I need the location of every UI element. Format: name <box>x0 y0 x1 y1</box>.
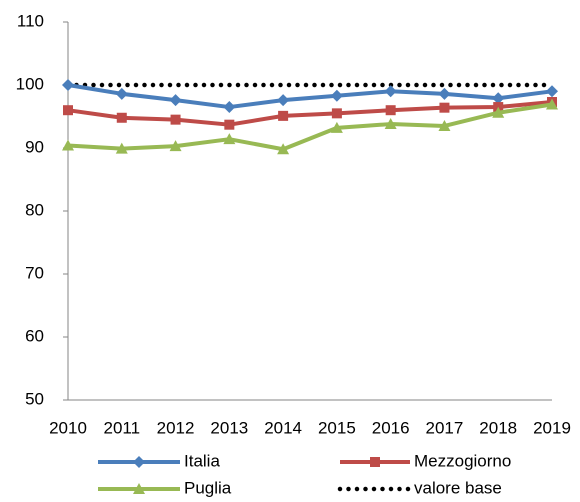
marker <box>384 118 397 130</box>
y-tick-label: 50 <box>25 389 44 408</box>
marker <box>63 105 73 116</box>
marker <box>439 102 450 113</box>
marker <box>385 105 396 116</box>
marker <box>169 140 182 152</box>
x-tick-label: 2012 <box>157 418 195 437</box>
line <box>67 83 553 110</box>
marker <box>223 101 236 114</box>
marker <box>224 119 235 130</box>
legend-label: Puglia <box>184 478 232 497</box>
marker <box>492 92 505 105</box>
marker <box>331 108 342 119</box>
marker <box>546 85 558 98</box>
legend-marker <box>133 483 145 494</box>
y-tick-label: 80 <box>25 200 44 219</box>
marker <box>223 133 236 145</box>
marker <box>277 143 290 155</box>
legend-label: Mezzogiorno <box>414 451 511 470</box>
marker <box>330 121 343 133</box>
line <box>67 100 553 127</box>
marker <box>438 119 451 131</box>
marker <box>169 94 182 107</box>
y-tick-label: 70 <box>25 263 44 282</box>
x-tick-label: 2015 <box>318 418 356 437</box>
marker <box>278 110 289 121</box>
y-tick-label: 90 <box>25 137 44 156</box>
marker <box>438 87 451 100</box>
x-tick-label: 2010 <box>49 418 87 437</box>
marker <box>492 106 505 118</box>
x-tick-label: 2013 <box>210 418 248 437</box>
y-tick-label: 100 <box>16 74 44 93</box>
marker <box>115 87 128 100</box>
legend-label: Italia <box>184 451 220 470</box>
marker <box>115 142 128 154</box>
marker <box>546 98 558 110</box>
marker <box>330 89 343 102</box>
x-tick-label: 2014 <box>264 418 302 437</box>
x-tick-label: 2018 <box>479 418 517 437</box>
legend-marker <box>370 457 380 467</box>
x-tick-label: 2019 <box>533 418 571 437</box>
x-tick-label: 2017 <box>426 418 464 437</box>
marker <box>62 139 74 151</box>
legend-label: valore base <box>414 478 502 497</box>
line <box>67 102 553 152</box>
x-tick-label: 2016 <box>372 418 410 437</box>
legend-marker <box>133 456 145 468</box>
marker <box>384 85 397 98</box>
marker <box>62 79 74 91</box>
marker <box>277 94 290 107</box>
x-tick-label: 2011 <box>103 418 140 437</box>
y-tick-label: 110 <box>17 11 44 30</box>
marker <box>116 112 127 123</box>
marker <box>170 114 181 125</box>
y-tick-label: 60 <box>25 326 44 345</box>
